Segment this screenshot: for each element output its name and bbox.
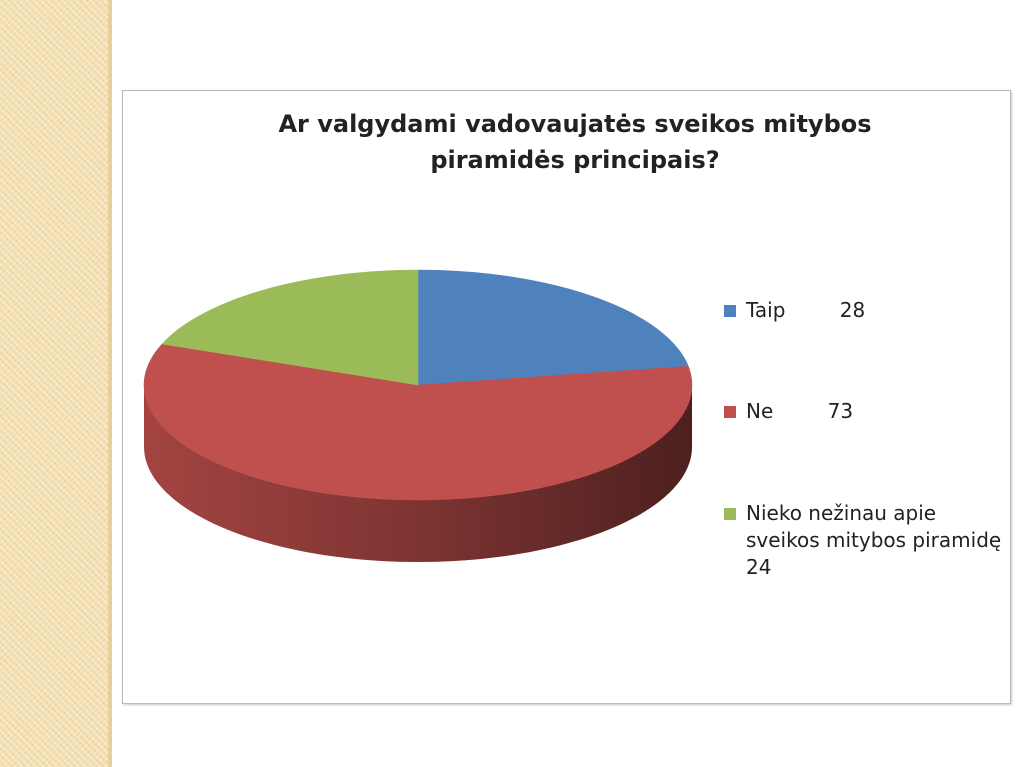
chart-title: Ar valgydami vadovaujatės sveikos mitybo… xyxy=(278,110,872,174)
legend-entry: Nieko nežinau apie sveikos mitybos piram… xyxy=(724,500,1004,581)
slice xyxy=(143,343,693,501)
legend-text: Ne 73 xyxy=(746,398,1004,425)
legend-text: Nieko nežinau apie sveikos mitybos piram… xyxy=(746,500,1004,581)
legend-swatch xyxy=(724,508,736,520)
legend-label: Taip xyxy=(746,298,786,322)
decor-stripe xyxy=(0,0,108,767)
legend-label: Nieko nežinau apie sveikos mitybos piram… xyxy=(746,501,1002,552)
slice xyxy=(161,269,419,386)
decor-stripe-edge xyxy=(108,0,112,767)
slice-side-shade xyxy=(144,385,692,562)
slice xyxy=(417,269,689,386)
legend-value: 24 xyxy=(746,555,772,579)
legend-swatch xyxy=(724,406,736,418)
legend-entry: Taip 28 xyxy=(724,297,1004,324)
legend-entry: Ne 73 xyxy=(724,398,1004,425)
legend-swatch xyxy=(724,305,736,317)
legend-label: Ne xyxy=(746,399,774,423)
legend-text: Taip 28 xyxy=(746,297,1004,324)
legend-value: 28 xyxy=(839,298,866,322)
legend-value: 73 xyxy=(827,399,854,423)
chart-frame xyxy=(122,90,1011,704)
